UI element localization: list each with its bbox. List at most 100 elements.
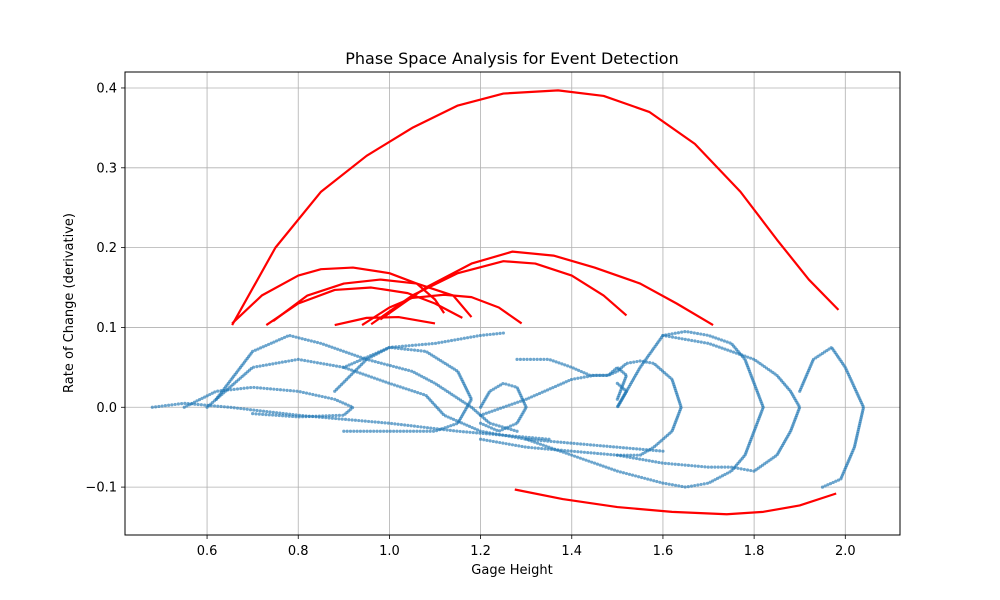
y-tick-label: 0.1	[96, 321, 117, 336]
scatter-point	[297, 415, 301, 419]
scatter-point	[285, 388, 289, 392]
scatter-point	[219, 404, 223, 409]
scatter-point	[338, 400, 342, 404]
scatter-point	[661, 481, 665, 485]
scatter-point	[294, 335, 298, 339]
scatter-point	[737, 352, 741, 356]
x-tick-label: 1.4	[561, 544, 582, 559]
scatter-point	[605, 452, 610, 456]
x-tick-label: 2.0	[835, 544, 856, 559]
scatter-point	[605, 444, 609, 448]
scatter-point	[400, 367, 405, 371]
scatter-point	[488, 431, 492, 435]
scatter-point	[454, 422, 459, 426]
scatter-point	[734, 351, 738, 355]
scatter-point	[327, 414, 331, 418]
scatter-point	[449, 338, 454, 343]
y-tick-label: 0.3	[96, 161, 117, 176]
scatter-point	[536, 438, 540, 442]
scatter-point	[386, 421, 390, 425]
scatter-point	[379, 349, 383, 353]
scatter-point	[341, 401, 345, 405]
scatter-point	[638, 447, 642, 451]
scatter-point	[627, 472, 632, 476]
scatter-point	[400, 344, 405, 348]
scatter-point	[584, 458, 588, 462]
scatter-point	[590, 373, 595, 377]
scatter-point	[321, 414, 325, 418]
scatter-point	[396, 422, 400, 426]
scatter-point	[700, 464, 704, 469]
scatter-point	[382, 348, 386, 352]
scatter-point	[507, 403, 511, 407]
scatter-point	[680, 337, 684, 341]
scatter-point	[473, 427, 477, 431]
scatter-point	[210, 391, 214, 395]
scatter-point	[525, 357, 529, 361]
scatter-point	[498, 383, 503, 387]
scatter-point	[507, 383, 511, 387]
scatter-point	[437, 341, 441, 345]
scatter-point	[415, 429, 419, 433]
scatter-point	[424, 342, 428, 346]
scatter-point	[406, 423, 410, 427]
scatter-point	[641, 452, 645, 456]
scatter-point	[510, 384, 514, 388]
event-line	[231, 89, 840, 326]
scatter-point	[294, 415, 298, 419]
scatter-point	[427, 378, 431, 382]
scatter-point	[552, 440, 556, 444]
scatter-point	[369, 375, 374, 379]
scatter-point	[573, 454, 577, 458]
scatter-point	[541, 443, 545, 447]
scatter-point	[485, 333, 489, 337]
scatter-point	[566, 449, 570, 453]
scatter-point	[197, 398, 202, 402]
scatter-point	[235, 406, 240, 410]
scatter-point	[578, 456, 582, 460]
scatter-point	[418, 391, 423, 396]
event-line	[231, 266, 446, 325]
scatter-point	[416, 391, 420, 395]
scatter-point	[330, 416, 334, 420]
scatter-point	[641, 458, 645, 462]
scatter-point	[572, 449, 577, 454]
scatter-point	[555, 440, 560, 444]
scatter-point	[306, 338, 310, 342]
scatter-point	[545, 357, 549, 361]
scatter-point	[363, 356, 367, 360]
scatter-point	[264, 363, 268, 367]
scatter-point	[239, 406, 243, 411]
scatter-point	[542, 357, 546, 361]
scatter-point	[500, 433, 504, 437]
scatter-point	[729, 349, 733, 353]
scatter-point	[587, 459, 591, 463]
scatter-point	[749, 468, 753, 473]
scatter-point	[287, 359, 291, 363]
scatter-point	[465, 423, 469, 427]
scatter-point	[235, 387, 240, 391]
scatter-point	[549, 439, 553, 443]
scatter-point	[229, 405, 233, 409]
scatter-point	[397, 344, 401, 349]
scatter-point	[503, 434, 508, 438]
scatter-point	[524, 397, 528, 401]
scatter-point	[618, 445, 622, 450]
scatter-point	[395, 429, 399, 433]
scatter-point	[667, 334, 671, 339]
y-tick-label: 0.0	[96, 401, 117, 416]
scatter-point	[446, 425, 450, 429]
scatter-point	[752, 469, 756, 473]
scatter-point	[325, 362, 329, 367]
scatter-point	[729, 465, 734, 469]
scatter-point	[337, 413, 342, 418]
scatter-point	[573, 377, 577, 381]
scatter-point	[370, 420, 374, 424]
scatter-point	[453, 338, 457, 342]
scatter-point	[488, 332, 492, 337]
x-tick-label: 0.6	[197, 544, 218, 559]
scatter-point	[267, 413, 271, 417]
scatter-point	[569, 449, 573, 453]
scatter-point	[196, 402, 200, 407]
scatter-point	[347, 363, 351, 367]
